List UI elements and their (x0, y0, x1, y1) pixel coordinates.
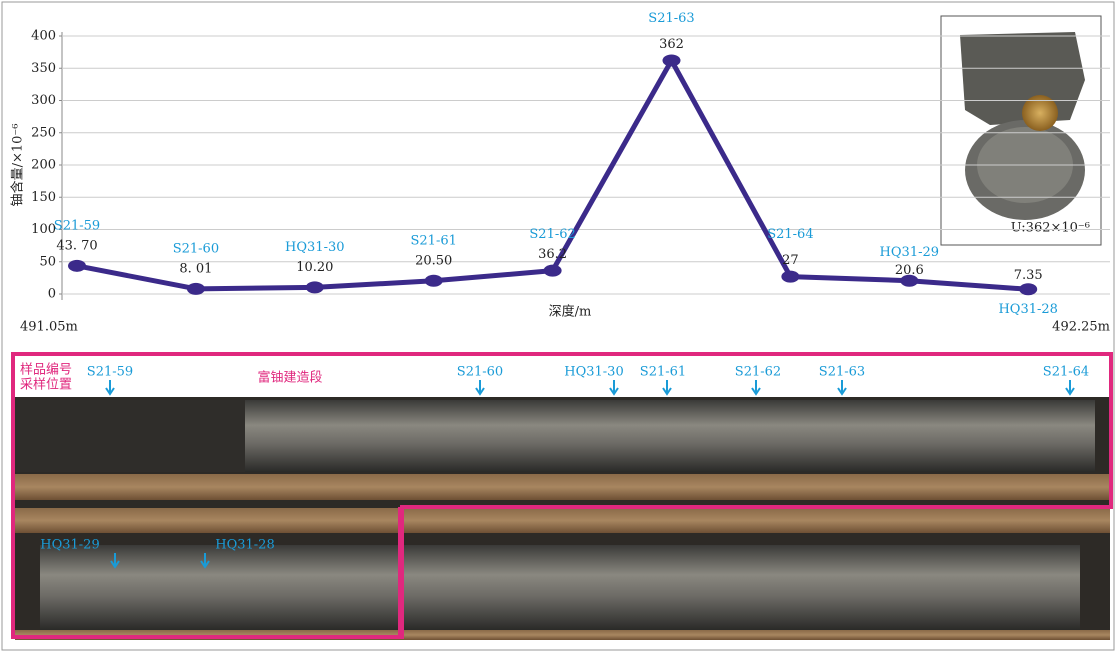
sample-arrow (837, 380, 847, 396)
photo-sample-label: S21-62 (735, 365, 781, 380)
x-end-label: 492.25m (1052, 320, 1110, 335)
sample-label: S21-64 (767, 227, 813, 242)
y-tick-label: 0 (48, 287, 56, 302)
photo-sample-label: S21-59 (87, 365, 133, 380)
sample-label: S21-60 (173, 241, 219, 256)
photo-sample-label: S21-61 (640, 365, 686, 380)
value-label: 20.50 (415, 253, 452, 268)
sample-arrow (751, 380, 761, 396)
sample-arrow (105, 380, 115, 396)
sample-label: HQ31-28 (998, 302, 1057, 317)
photo-sample-label: HQ31-28 (215, 538, 274, 553)
data-point (68, 259, 86, 272)
y-tick-label: 250 (31, 125, 56, 140)
sample-arrow (110, 553, 120, 569)
sample-arrow (662, 380, 672, 396)
y-tick-label: 200 (31, 158, 56, 173)
x-axis-label: 深度/m (549, 304, 592, 320)
sample-arrow (1065, 380, 1075, 396)
sample-label: S21-63 (648, 11, 694, 26)
sample-label: S21-62 (529, 227, 575, 242)
data-point (662, 54, 681, 67)
value-label: 27 (782, 253, 799, 268)
y-tick-label: 300 (31, 93, 56, 108)
value-label: 8. 01 (179, 261, 212, 276)
sample-arrow (609, 380, 619, 396)
data-point (1019, 283, 1038, 296)
data-point (186, 282, 205, 295)
data-point (424, 274, 443, 287)
photo-sample-label: S21-60 (457, 365, 503, 380)
y-tick-label: 50 (39, 254, 56, 269)
photo-sample-label: S21-64 (1043, 365, 1089, 380)
value-label: 43. 70 (56, 238, 97, 253)
inset-label: U:362×10⁻⁶ (1011, 221, 1090, 236)
data-point (543, 264, 562, 277)
y-tick-label: 150 (31, 190, 56, 205)
photo-sample-position: 采样位置 (20, 378, 72, 393)
value-label: 36.2 (538, 247, 567, 262)
value-label: 10.20 (296, 260, 333, 275)
data-point (305, 281, 324, 294)
data-point (781, 270, 800, 283)
inset-photo: U:362×10⁻⁶ (940, 15, 1102, 246)
sample-label: HQ31-29 (880, 245, 939, 260)
photo-sample-label: HQ31-30 (564, 365, 623, 380)
sample-label: S21-59 (54, 218, 100, 233)
zone-label: 富铀建造段 (257, 370, 322, 386)
y-tick-label: 100 (31, 222, 56, 237)
y-tick-label: 400 (31, 29, 56, 44)
sample-label: S21-61 (411, 233, 457, 248)
sample-label: HQ31-30 (285, 240, 344, 255)
x-start-label: 491.05m (20, 320, 78, 335)
photo-sample-label: S21-63 (819, 365, 865, 380)
sample-arrow (475, 380, 485, 396)
photo-sample-id: 样品编号 (20, 363, 72, 378)
value-label: 7.35 (1014, 268, 1043, 283)
y-axis-label: 铀含量/×10⁻⁶ (10, 124, 26, 207)
y-tick-label: 350 (31, 61, 56, 76)
sample-arrow (200, 553, 210, 569)
value-label: 20.6 (895, 263, 924, 278)
core-photo (11, 352, 1113, 640)
value-label: 362 (659, 37, 684, 52)
data-point (900, 274, 919, 287)
photo-sample-label: HQ31-29 (40, 538, 99, 553)
